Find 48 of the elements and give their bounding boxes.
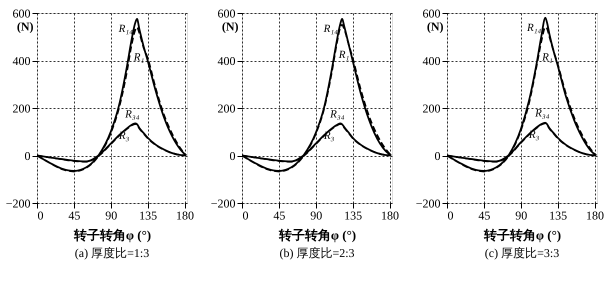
- series-label: R₁₄: [118, 22, 134, 35]
- y-tick-label: 200: [218, 102, 236, 116]
- series-label: R₃₄: [124, 108, 140, 120]
- x-axis-title: 转子转角φ (°): [482, 228, 562, 242]
- x-tick-label: 45: [68, 208, 80, 222]
- series-label: R₁: [541, 51, 553, 64]
- x-tick-label: 0: [448, 208, 454, 222]
- y-tick-label: 400: [218, 54, 236, 68]
- x-tick-label: 0: [242, 208, 248, 222]
- y-tick-label: −200: [210, 196, 236, 210]
- y-tick-label: 600: [422, 6, 440, 20]
- y-tick-label: 200: [12, 102, 30, 116]
- text: (b) 厚度比=2:3: [279, 246, 355, 260]
- y-tick-label: 200: [422, 102, 440, 116]
- x-tick-label: 0: [38, 208, 44, 222]
- x-tick-label: 135: [549, 208, 568, 222]
- y-tick-label: 0: [230, 149, 236, 163]
- text: (c) 厚度比=3:3: [484, 246, 560, 260]
- series-label: R₁₄: [322, 22, 338, 35]
- y-tick-label: 400: [12, 54, 30, 68]
- x-axis-title: 转子转角φ (°): [278, 228, 356, 242]
- series-label: R₁: [132, 51, 144, 64]
- x-tick-label: 45: [273, 208, 286, 222]
- x-tick-label: 90: [310, 208, 322, 222]
- series-label: R₃₄: [329, 108, 345, 120]
- series-label: R₁: [338, 48, 350, 61]
- y-tick-label: −200: [6, 196, 30, 210]
- x-tick-label: 180: [381, 208, 400, 222]
- x-tick-label: 180: [176, 208, 194, 222]
- y-tick-label: −200: [416, 196, 440, 210]
- x-tick-label: 135: [139, 208, 158, 222]
- y-tick-label: 0: [434, 149, 440, 163]
- text: (a) 厚度比=1:3: [74, 246, 150, 260]
- y-tick-label: 0: [24, 149, 30, 163]
- x-tick-label: 90: [105, 208, 118, 222]
- x-tick-label: 180: [586, 208, 604, 222]
- x-tick-label: 45: [478, 208, 490, 222]
- y-tick-label: 600: [12, 6, 30, 20]
- x-tick-label: 135: [344, 208, 362, 222]
- x-axis-title: 转子转角φ (°): [72, 228, 152, 242]
- series-label: R₁₄: [526, 22, 542, 34]
- y-axis-title: (N): [426, 20, 444, 34]
- y-axis-title: (N): [16, 20, 34, 34]
- series-label: R₃₄: [534, 108, 550, 120]
- y-axis-title: (N): [222, 20, 238, 34]
- x-tick-label: 90: [515, 208, 528, 222]
- y-tick-label: 600: [218, 6, 236, 20]
- y-tick-label: 400: [422, 54, 440, 68]
